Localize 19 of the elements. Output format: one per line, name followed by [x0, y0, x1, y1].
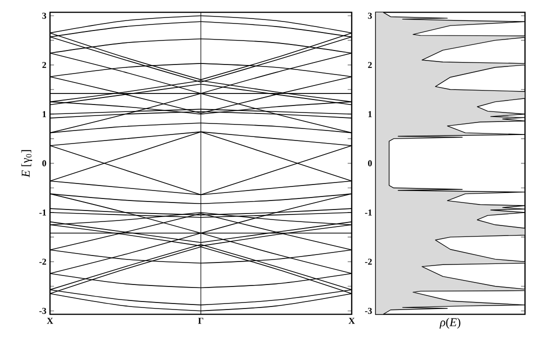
y-tick-label: -3 — [365, 308, 372, 314]
y-tick-label: 0 — [368, 160, 372, 166]
y-tick-label: -1 — [39, 210, 46, 216]
y-tick-label: 3 — [368, 12, 372, 19]
y-tick-label: 2 — [42, 62, 46, 68]
y-tick-label: -3 — [39, 308, 46, 314]
y-tick-label: 3 — [42, 12, 46, 19]
y-tick-label: 1 — [42, 111, 46, 118]
y-tick-label: -1 — [365, 210, 372, 216]
x-tick-label: X — [348, 318, 355, 324]
x-tick-label: Γ — [198, 318, 204, 324]
x-tick-label: X — [46, 318, 54, 324]
y-tick-label: 2 — [368, 62, 372, 68]
y-tick-label: -2 — [39, 258, 46, 265]
y-tick-label: 0 — [42, 160, 46, 166]
y-tick-label: -2 — [365, 258, 372, 265]
y-axis-title: E [γ$_{0}$] — [21, 150, 32, 178]
x-axis-title: ρ(E) — [440, 318, 460, 329]
y-tick-label: 1 — [368, 111, 372, 118]
